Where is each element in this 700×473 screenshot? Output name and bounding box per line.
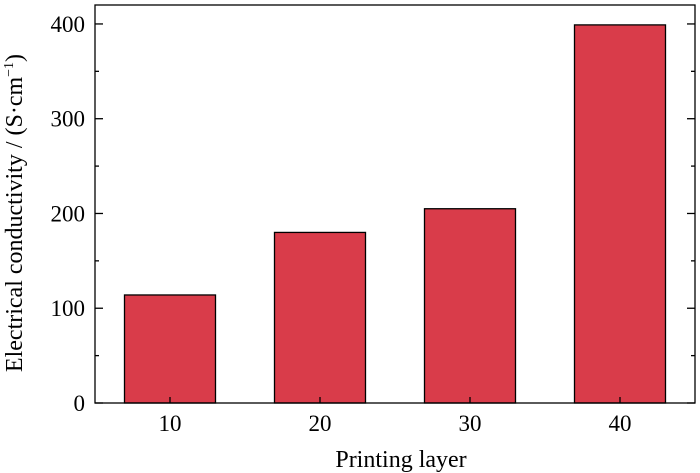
y-axis-title: Electrical conductivity / (S·cm−1) (2, 54, 28, 372)
x-ticks-group: 10 20 30 40 (159, 397, 632, 436)
y-tick-label: 300 (51, 107, 86, 132)
y-tick-label: 100 (51, 296, 86, 321)
x-tick-label: 40 (609, 411, 632, 436)
x-tick-label: 30 (459, 411, 482, 436)
bar-20 (273, 231, 367, 404)
bars-group (123, 24, 667, 404)
bar-30 (423, 208, 517, 404)
y-axis-title-suffix: ) (2, 54, 28, 62)
y-ticks-group: 0 100 200 300 400 (51, 12, 695, 416)
bar-10 (123, 294, 217, 404)
plot-frame (94, 4, 696, 404)
x-axis-title: Printing layer (335, 447, 466, 473)
axes-group (94, 4, 696, 404)
x-tick-label: 20 (309, 411, 332, 436)
bar-40 (573, 24, 667, 404)
x-tick-label: 10 (159, 411, 182, 436)
y-axis-title-main: Electrical conductivity / (S·cm (2, 77, 28, 373)
y-tick-label: 400 (51, 12, 86, 37)
y-axis-title-superscript: −1 (2, 62, 17, 77)
y-tick-label: 0 (74, 391, 86, 416)
y-tick-label: 200 (51, 201, 86, 226)
